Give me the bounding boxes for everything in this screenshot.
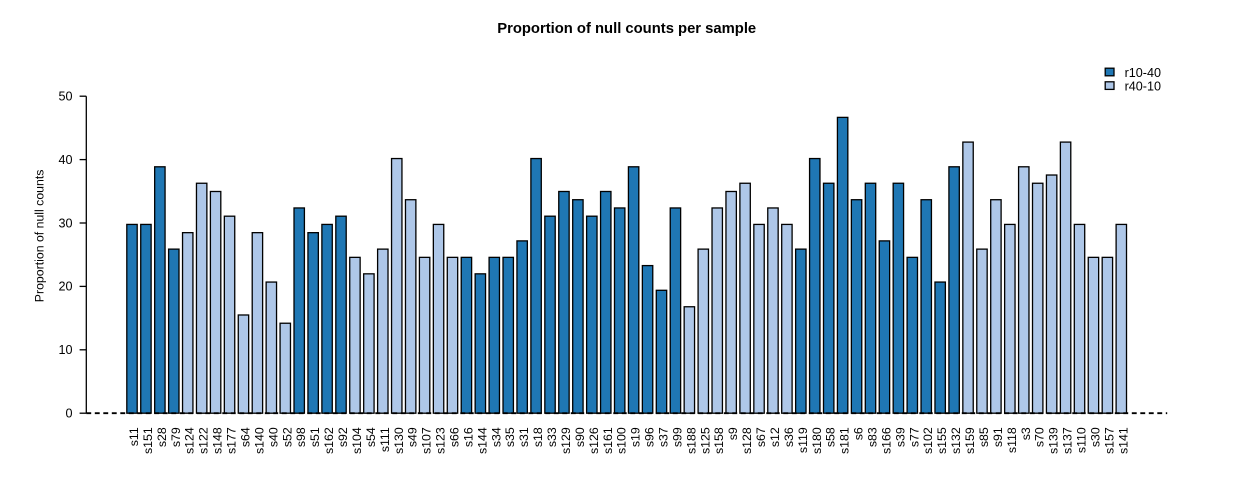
svg-text:s99: s99 xyxy=(670,427,684,447)
svg-text:s37: s37 xyxy=(656,427,670,447)
svg-text:s128: s128 xyxy=(740,427,754,454)
svg-text:s132: s132 xyxy=(949,427,963,454)
svg-text:s40: s40 xyxy=(266,427,280,447)
svg-text:s98: s98 xyxy=(294,427,308,447)
svg-text:s77: s77 xyxy=(907,427,921,447)
svg-text:s162: s162 xyxy=(322,427,336,454)
svg-text:s16: s16 xyxy=(461,427,475,447)
svg-text:40: 40 xyxy=(58,153,72,167)
svg-text:s148: s148 xyxy=(211,427,225,454)
svg-text:s12: s12 xyxy=(768,427,782,447)
svg-text:s91: s91 xyxy=(991,427,1005,447)
svg-text:20: 20 xyxy=(58,280,72,294)
svg-text:s85: s85 xyxy=(977,427,991,447)
svg-text:s122: s122 xyxy=(197,427,211,454)
svg-text:s155: s155 xyxy=(935,427,949,454)
svg-text:s3: s3 xyxy=(1019,427,1033,440)
svg-text:Proportion of null counts: Proportion of null counts xyxy=(33,170,47,303)
svg-text:s126: s126 xyxy=(587,427,601,454)
svg-text:s30: s30 xyxy=(1088,427,1102,447)
svg-text:r10-40: r10-40 xyxy=(1125,66,1161,80)
svg-text:50: 50 xyxy=(58,90,72,104)
svg-text:s141: s141 xyxy=(1116,427,1130,454)
svg-text:s19: s19 xyxy=(629,427,643,447)
svg-text:s100: s100 xyxy=(615,427,629,454)
svg-text:s180: s180 xyxy=(810,427,824,454)
svg-text:s129: s129 xyxy=(559,427,573,454)
svg-text:s161: s161 xyxy=(601,427,615,454)
svg-text:s70: s70 xyxy=(1033,427,1047,447)
svg-text:s177: s177 xyxy=(225,427,239,454)
svg-text:30: 30 xyxy=(58,216,72,230)
svg-text:s54: s54 xyxy=(364,427,378,447)
svg-text:s123: s123 xyxy=(434,427,448,454)
svg-text:s159: s159 xyxy=(963,427,977,454)
svg-text:s49: s49 xyxy=(406,427,420,447)
svg-text:s67: s67 xyxy=(754,427,768,447)
svg-text:s6: s6 xyxy=(852,427,866,440)
svg-text:s139: s139 xyxy=(1047,427,1061,454)
svg-text:s36: s36 xyxy=(782,427,796,447)
svg-text:s34: s34 xyxy=(489,427,503,447)
svg-text:s33: s33 xyxy=(545,427,559,447)
svg-text:10: 10 xyxy=(58,343,72,357)
svg-text:s104: s104 xyxy=(350,427,364,454)
svg-text:s188: s188 xyxy=(684,427,698,454)
svg-text:s157: s157 xyxy=(1102,427,1116,454)
svg-text:s181: s181 xyxy=(838,427,852,454)
svg-text:s158: s158 xyxy=(712,427,726,454)
svg-text:s39: s39 xyxy=(893,427,907,447)
svg-text:r40-10: r40-10 xyxy=(1125,79,1161,93)
svg-text:s110: s110 xyxy=(1075,427,1089,453)
svg-text:s144: s144 xyxy=(475,427,489,454)
svg-text:s18: s18 xyxy=(531,427,545,447)
svg-text:s83: s83 xyxy=(866,427,880,447)
svg-text:s58: s58 xyxy=(824,427,838,447)
svg-text:s118: s118 xyxy=(1005,427,1019,453)
svg-text:s140: s140 xyxy=(252,427,266,454)
svg-text:s124: s124 xyxy=(183,427,197,454)
svg-text:s66: s66 xyxy=(447,427,461,447)
svg-text:s35: s35 xyxy=(503,427,517,447)
svg-text:0: 0 xyxy=(65,407,72,421)
svg-text:s96: s96 xyxy=(643,427,657,447)
svg-text:Proportion of null counts per: Proportion of null counts per sample xyxy=(497,21,756,37)
svg-text:s92: s92 xyxy=(336,427,350,447)
svg-text:s11: s11 xyxy=(127,427,141,446)
svg-text:s51: s51 xyxy=(308,427,322,447)
svg-text:s119: s119 xyxy=(796,427,810,453)
svg-text:s130: s130 xyxy=(392,427,406,454)
svg-text:s64: s64 xyxy=(238,427,252,447)
svg-text:s111: s111 xyxy=(378,427,392,452)
svg-text:s9: s9 xyxy=(726,427,740,440)
svg-text:s151: s151 xyxy=(141,427,155,454)
svg-text:s102: s102 xyxy=(921,427,935,454)
svg-text:s107: s107 xyxy=(420,427,434,454)
svg-text:s28: s28 xyxy=(155,427,169,447)
svg-text:s137: s137 xyxy=(1061,427,1075,454)
svg-text:s31: s31 xyxy=(517,427,531,447)
svg-text:s125: s125 xyxy=(698,427,712,454)
svg-text:s90: s90 xyxy=(573,427,587,447)
svg-text:s79: s79 xyxy=(169,427,183,447)
svg-text:s52: s52 xyxy=(280,427,294,447)
svg-text:s166: s166 xyxy=(879,427,893,454)
